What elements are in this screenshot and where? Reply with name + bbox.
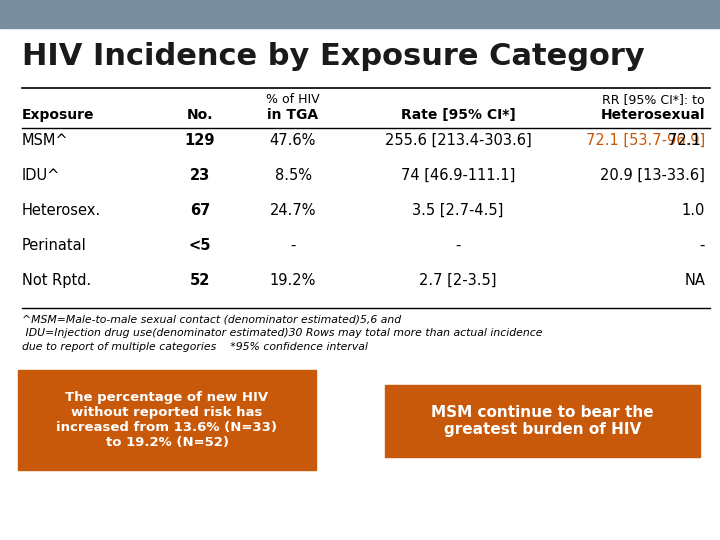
- Text: 8.5%: 8.5%: [274, 168, 312, 183]
- Text: The percentage of new HIV
without reported risk has
increased from 13.6% (N=33)
: The percentage of new HIV without report…: [56, 391, 277, 449]
- Text: Heterosexual: Heterosexual: [600, 108, 705, 122]
- Text: No.: No.: [186, 108, 213, 122]
- Text: Exposure: Exposure: [22, 108, 94, 122]
- Text: NA: NA: [684, 273, 705, 288]
- Text: IDU=Injection drug use(denominator estimated)30 Rows may total more than actual : IDU=Injection drug use(denominator estim…: [22, 328, 542, 338]
- Text: 255.6 [213.4-303.6]: 255.6 [213.4-303.6]: [384, 133, 531, 148]
- Text: 72.1: 72.1: [667, 133, 705, 148]
- Text: 1.0: 1.0: [682, 203, 705, 218]
- Text: <5: <5: [189, 238, 211, 253]
- Text: 67: 67: [190, 203, 210, 218]
- Text: in TGA: in TGA: [267, 108, 318, 122]
- Text: 129: 129: [185, 133, 215, 148]
- Text: 72.1 [53.7-96.9]: 72.1 [53.7-96.9]: [586, 133, 705, 148]
- Text: -: -: [700, 238, 705, 253]
- Text: % of HIV: % of HIV: [266, 93, 320, 106]
- Text: 3.5 [2.7-4.5]: 3.5 [2.7-4.5]: [413, 203, 504, 218]
- Text: 19.2%: 19.2%: [270, 273, 316, 288]
- Text: Not Rptd.: Not Rptd.: [22, 273, 91, 288]
- Text: 74 [46.9-111.1]: 74 [46.9-111.1]: [401, 168, 516, 183]
- Text: 47.6%: 47.6%: [270, 133, 316, 148]
- Text: ^MSM=Male-to-male sexual contact (denominator estimated)5,6 and: ^MSM=Male-to-male sexual contact (denomi…: [22, 314, 401, 324]
- Text: -: -: [290, 238, 296, 253]
- Text: MSM continue to bear the
greatest burden of HIV: MSM continue to bear the greatest burden…: [431, 405, 654, 437]
- Bar: [385, 385, 700, 457]
- Bar: [18, 370, 316, 470]
- Bar: [0, 0, 720, 28]
- Text: MSM^: MSM^: [22, 133, 68, 148]
- Text: Rate [95% CI*]: Rate [95% CI*]: [400, 108, 516, 122]
- Text: IDU^: IDU^: [22, 168, 60, 183]
- Text: 23: 23: [190, 168, 210, 183]
- Text: HIV Incidence by Exposure Category: HIV Incidence by Exposure Category: [22, 42, 644, 71]
- Text: Perinatal: Perinatal: [22, 238, 86, 253]
- Text: Heterosex.: Heterosex.: [22, 203, 101, 218]
- Text: 24.7%: 24.7%: [270, 203, 316, 218]
- Text: 52: 52: [190, 273, 210, 288]
- Text: 2.7 [2-3.5]: 2.7 [2-3.5]: [419, 273, 497, 288]
- Text: -: -: [455, 238, 461, 253]
- Text: RR [95% CI*]: to: RR [95% CI*]: to: [603, 93, 705, 106]
- Text: due to report of multiple categories    *95% confidence interval: due to report of multiple categories *95…: [22, 342, 368, 352]
- Text: 20.9 [13-33.6]: 20.9 [13-33.6]: [600, 168, 705, 183]
